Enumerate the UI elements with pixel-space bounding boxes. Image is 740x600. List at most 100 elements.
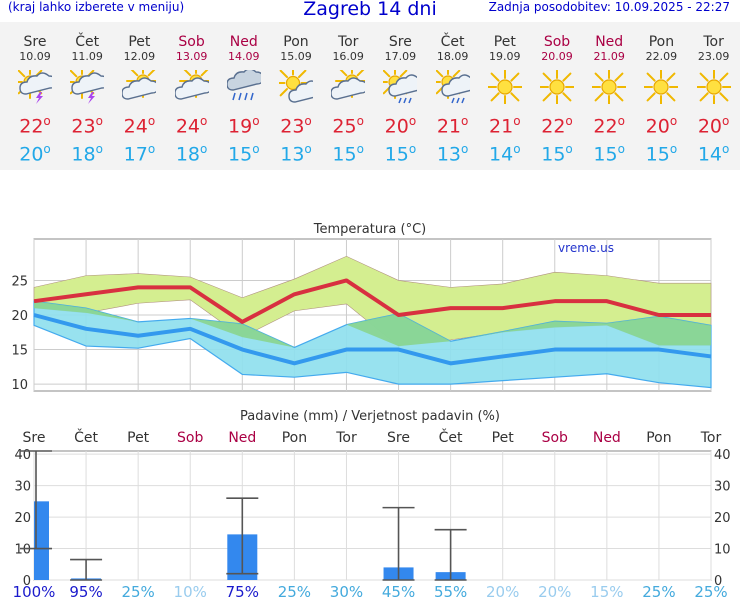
sun-cloud-icon	[331, 70, 366, 100]
overlap-band	[34, 301, 711, 348]
max-temperature-line	[33, 278, 711, 324]
y-tick-label-right: 30	[714, 480, 731, 495]
max-temperature: 25o	[332, 114, 364, 138]
min-temperature: 15o	[332, 142, 364, 166]
x-tick-label: Sre	[23, 430, 46, 446]
x-tick-label: Pet	[492, 430, 515, 446]
sun-cloud-icon	[122, 70, 157, 100]
day-name: Pet	[128, 34, 151, 50]
precipitation-probability: 20%	[538, 583, 571, 600]
temperature-chart: Temperatura (°C) 10 15 20 25 vreme.us	[11, 222, 712, 393]
y-tick-label-right: 0	[714, 574, 722, 589]
x-tick-label: Ned	[593, 430, 621, 446]
y-tick-label-right: 40	[714, 448, 731, 463]
day-date: 11.09	[71, 50, 103, 63]
x-tick-label: Ned	[228, 430, 256, 446]
x-tick-label: Pon	[646, 430, 671, 446]
sun-cloud-thunder-icon	[18, 70, 52, 104]
x-tick-label: Pet	[127, 430, 150, 446]
day-date: 20.09	[541, 50, 573, 63]
max-temperature: 20o	[697, 114, 730, 138]
day-date: 17.09	[384, 50, 417, 63]
max-temperature: 22o	[541, 114, 573, 138]
day-date: 22.09	[645, 50, 678, 63]
day-name: Ned	[229, 34, 258, 50]
y-tick-label: 40	[14, 448, 31, 463]
day-date: 23.09	[697, 50, 730, 63]
day-name: Pon	[648, 34, 675, 50]
y-tick-label: 20	[14, 511, 31, 526]
y-tick-label-right: 20	[714, 511, 731, 526]
y-tick-label: 20	[11, 309, 28, 324]
sun-icon	[696, 70, 731, 104]
precipitation-probability: 75%	[226, 583, 259, 600]
x-tick-label: Tor	[700, 430, 722, 446]
x-tick-label: Tor	[335, 430, 357, 446]
precipitation-probability: 25%	[642, 583, 675, 600]
x-tick-label: Čet	[74, 428, 98, 446]
min-temperature: 18o	[71, 142, 103, 166]
min-temperature: 15o	[541, 142, 573, 166]
x-tick-label: Pon	[282, 430, 307, 446]
chart-title: Temperatura (°C)	[313, 222, 426, 237]
precipitation-probability: 100%	[13, 583, 56, 600]
min-temperature: 18o	[175, 142, 208, 166]
menu-hint: (kraj lahko izberete v meniju)	[8, 0, 185, 14]
sun-icon	[487, 70, 522, 104]
watermark: vreme.us	[558, 241, 614, 255]
day-date: 14.09	[228, 50, 260, 63]
day-name: Sre	[388, 34, 412, 50]
precipitation-probability: 55%	[434, 583, 467, 600]
day-date: 19.09	[489, 50, 521, 63]
min-temperature: 17o	[123, 142, 156, 166]
min-temperature: 15o	[645, 142, 678, 166]
max-temperature: 19o	[228, 114, 260, 138]
precipitation-chart: Padavine (mm) / Verjetnost padavin (%) Sr…	[13, 409, 731, 600]
cloud-rain-icon	[226, 70, 261, 101]
day-date: 18.09	[436, 50, 469, 63]
min-temperature: 13o	[280, 142, 312, 166]
x-tick-label: Sob	[177, 430, 203, 446]
x-tick-label: Sre	[387, 430, 410, 446]
max-temperature: 21o	[489, 114, 521, 138]
day-date: 12.09	[123, 50, 156, 63]
max-temperature: 23o	[71, 114, 103, 138]
sun-icon	[540, 70, 574, 104]
min-temperature: 14o	[697, 142, 730, 166]
min-temperature: 15o	[228, 142, 260, 166]
chart-title: Padavine (mm) / Verjetnost padavin (%)	[240, 409, 500, 424]
last-updated: Zadnja posodobitev: 10.09.2025 - 22:27	[488, 0, 730, 14]
day-date: 16.09	[332, 50, 364, 63]
min-temperature: 14o	[489, 142, 521, 166]
min-temperature: 15o	[593, 142, 625, 166]
sun-icon	[592, 70, 627, 104]
precipitation-bar	[34, 501, 49, 580]
day-name: Tor	[337, 34, 359, 50]
sun-icon	[644, 70, 679, 104]
day-date: 21.09	[593, 50, 625, 63]
y-tick-label: 10	[14, 543, 31, 558]
day-name: Čet	[75, 34, 100, 50]
precipitation-probability: 45%	[382, 583, 415, 600]
min-temperature-line	[33, 313, 712, 366]
day-name: Tor	[703, 34, 724, 50]
min-temperature: 15o	[384, 142, 417, 166]
precipitation-probability: 15%	[590, 583, 623, 600]
precipitation-probability: 25%	[278, 583, 311, 600]
max-temperature: 24o	[123, 114, 156, 138]
day-name: Pet	[493, 34, 516, 50]
day-date: 15.09	[280, 50, 312, 63]
day-name: Sre	[23, 34, 47, 50]
day-date: 10.09	[19, 50, 51, 63]
y-tick-label: 15	[11, 344, 28, 359]
min-temperature: 13o	[436, 142, 469, 166]
y-tick-label: 0	[23, 574, 31, 589]
day-name: Sob	[178, 34, 205, 50]
max-temperature: 20o	[645, 114, 678, 138]
sun-cloud-thunder-icon	[70, 70, 105, 104]
page-title: Zagreb 14 dni	[303, 0, 437, 20]
precipitation-probability: 25%	[694, 583, 727, 600]
x-tick-label: Čet	[439, 428, 463, 446]
max-temperature: 21o	[436, 114, 469, 138]
y-tick-label: 25	[11, 274, 28, 289]
